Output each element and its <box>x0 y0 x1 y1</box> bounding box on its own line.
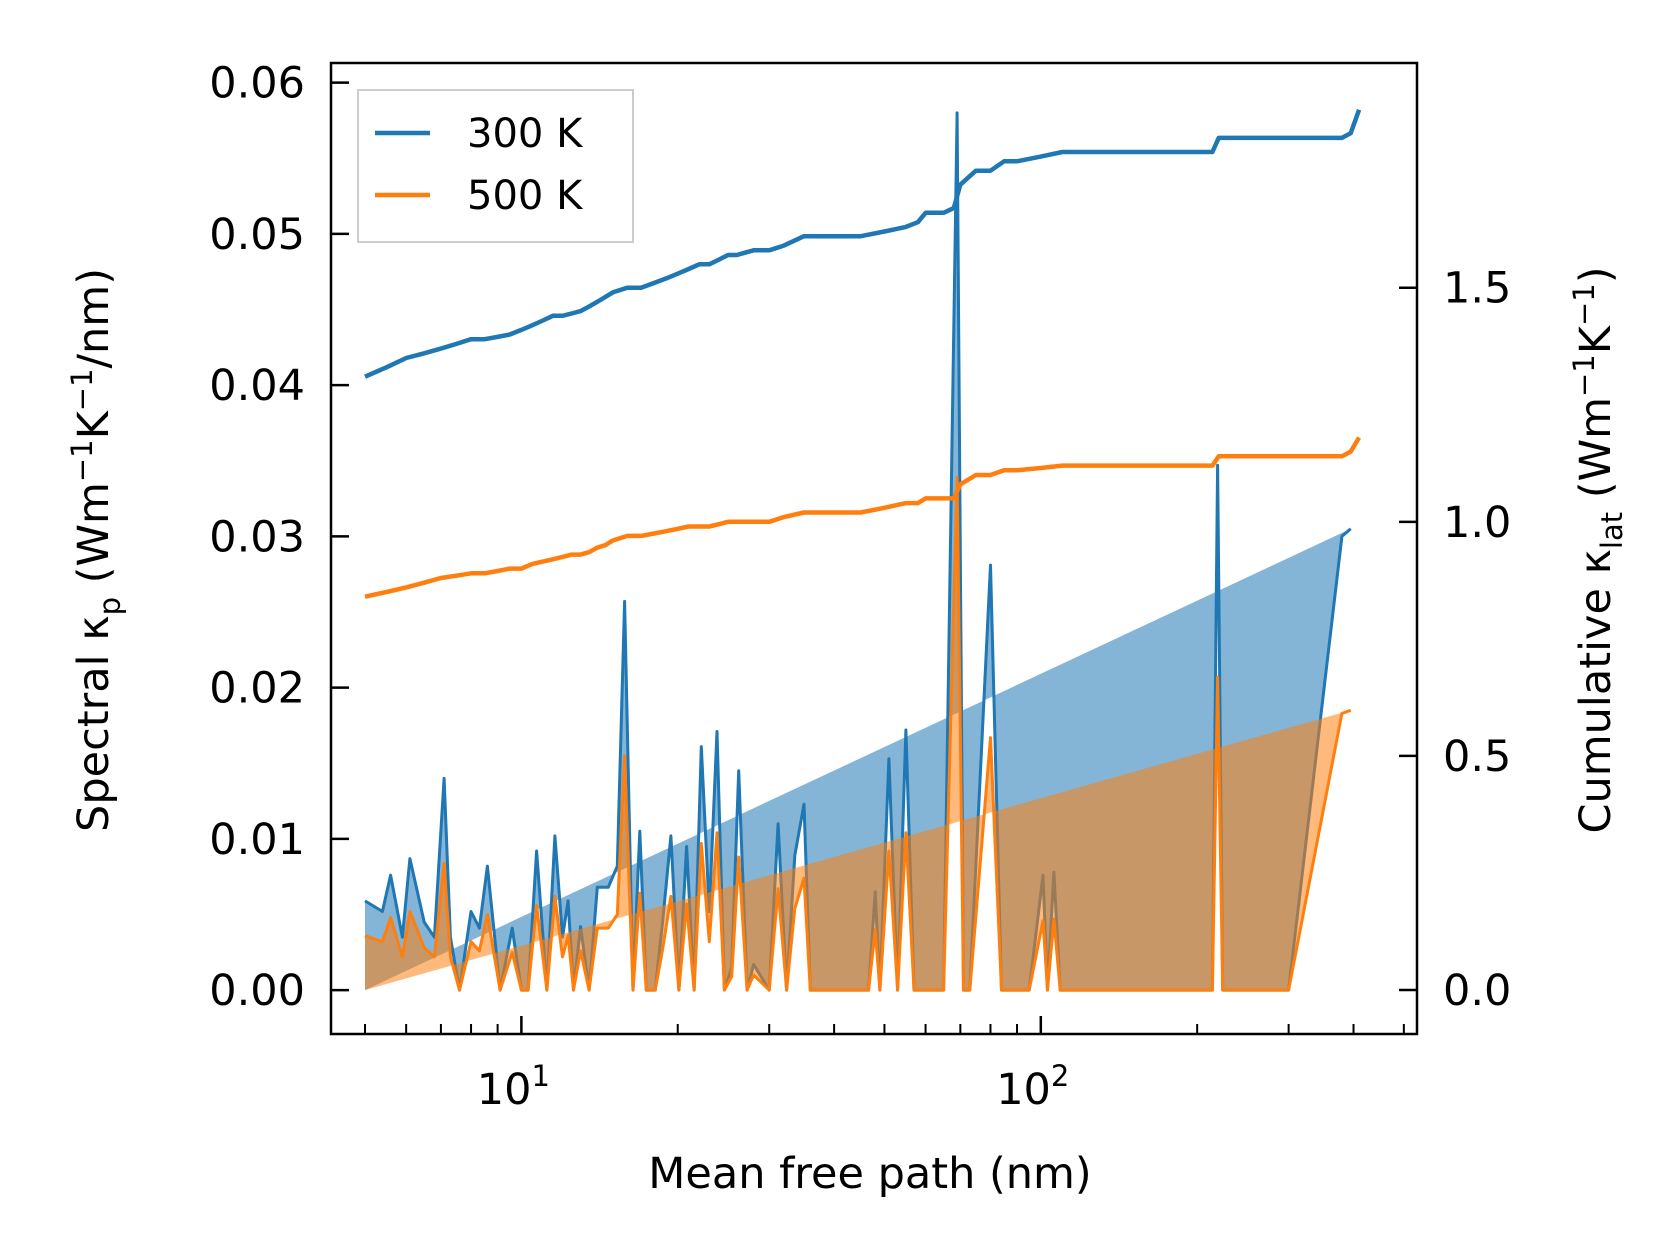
right-axis-title-unit-close: ) <box>1571 267 1621 284</box>
cumulative-line-500-k <box>364 436 1362 599</box>
left-axis-title: Spectral κp (Wm−1K−1/nm) <box>65 268 127 832</box>
right-tick-label-0: 0.0 <box>1443 966 1511 1016</box>
legend-frame <box>357 89 634 243</box>
left-axis-title-unit-mid: K <box>69 409 119 439</box>
x-tick-label-0: 101 <box>477 1059 550 1115</box>
500-k-spectral-line <box>364 475 1352 992</box>
right-axis-title-sup2: −1 <box>1567 283 1601 326</box>
left-axis-title-unit-close: /nm) <box>69 268 119 368</box>
left-tick-label-2: 0.02 <box>209 664 305 714</box>
legend-label-500k: 500 K <box>467 173 584 219</box>
left-axis-title-sup1: −1 <box>65 439 99 482</box>
right-axis-title: Cumulative κlat (Wm−1K−1) <box>1567 267 1629 834</box>
legend: 300 K 500 K <box>357 89 634 243</box>
left-axis-title-unit-open: (Wm <box>69 482 119 597</box>
right-axis-title-unit-open: (Wm <box>1571 397 1621 512</box>
legend-label-300k: 300 K <box>467 111 584 157</box>
left-tick-label-3: 0.03 <box>209 512 305 562</box>
axes-layer: 0.00 0.01 0.02 0.03 0.04 0.05 0.06 0.0 0.5 1.0 1.5… <box>209 59 1511 1115</box>
x-tick-label-1: 102 <box>996 1059 1069 1115</box>
right-axis-title-unit-mid: K <box>1571 324 1621 354</box>
300-k-spectral-area <box>365 112 1351 991</box>
right-axis-title-sub: lat <box>1595 512 1629 549</box>
axes-frame <box>329 61 1419 1036</box>
right-axis-title-main: Cumulative κ <box>1571 549 1621 833</box>
x-axis-title: Mean free path (nm) <box>648 1149 1091 1199</box>
right-tick-label-1: 0.5 <box>1443 732 1511 782</box>
left-tick-label-6: 0.06 <box>209 59 305 109</box>
left-tick-label-0: 0.00 <box>209 966 305 1016</box>
right-tick-label-3: 1.5 <box>1443 264 1511 314</box>
right-axis-title-sup1: −1 <box>1567 354 1601 397</box>
left-tick-label-5: 0.05 <box>209 210 305 260</box>
left-tick-label-1: 0.01 <box>209 815 305 865</box>
left-axis-title-main: Spectral κ <box>69 615 119 832</box>
500-k-spectral-area <box>365 477 1351 991</box>
cumulative-line-300-k <box>364 109 1362 379</box>
left-axis-title-sup2: −1 <box>65 368 99 411</box>
plot-layer <box>364 109 1362 992</box>
left-axis-title-sub: p <box>93 597 127 615</box>
left-tick-label-4: 0.04 <box>209 361 305 411</box>
right-tick-label-2: 1.0 <box>1443 498 1511 548</box>
